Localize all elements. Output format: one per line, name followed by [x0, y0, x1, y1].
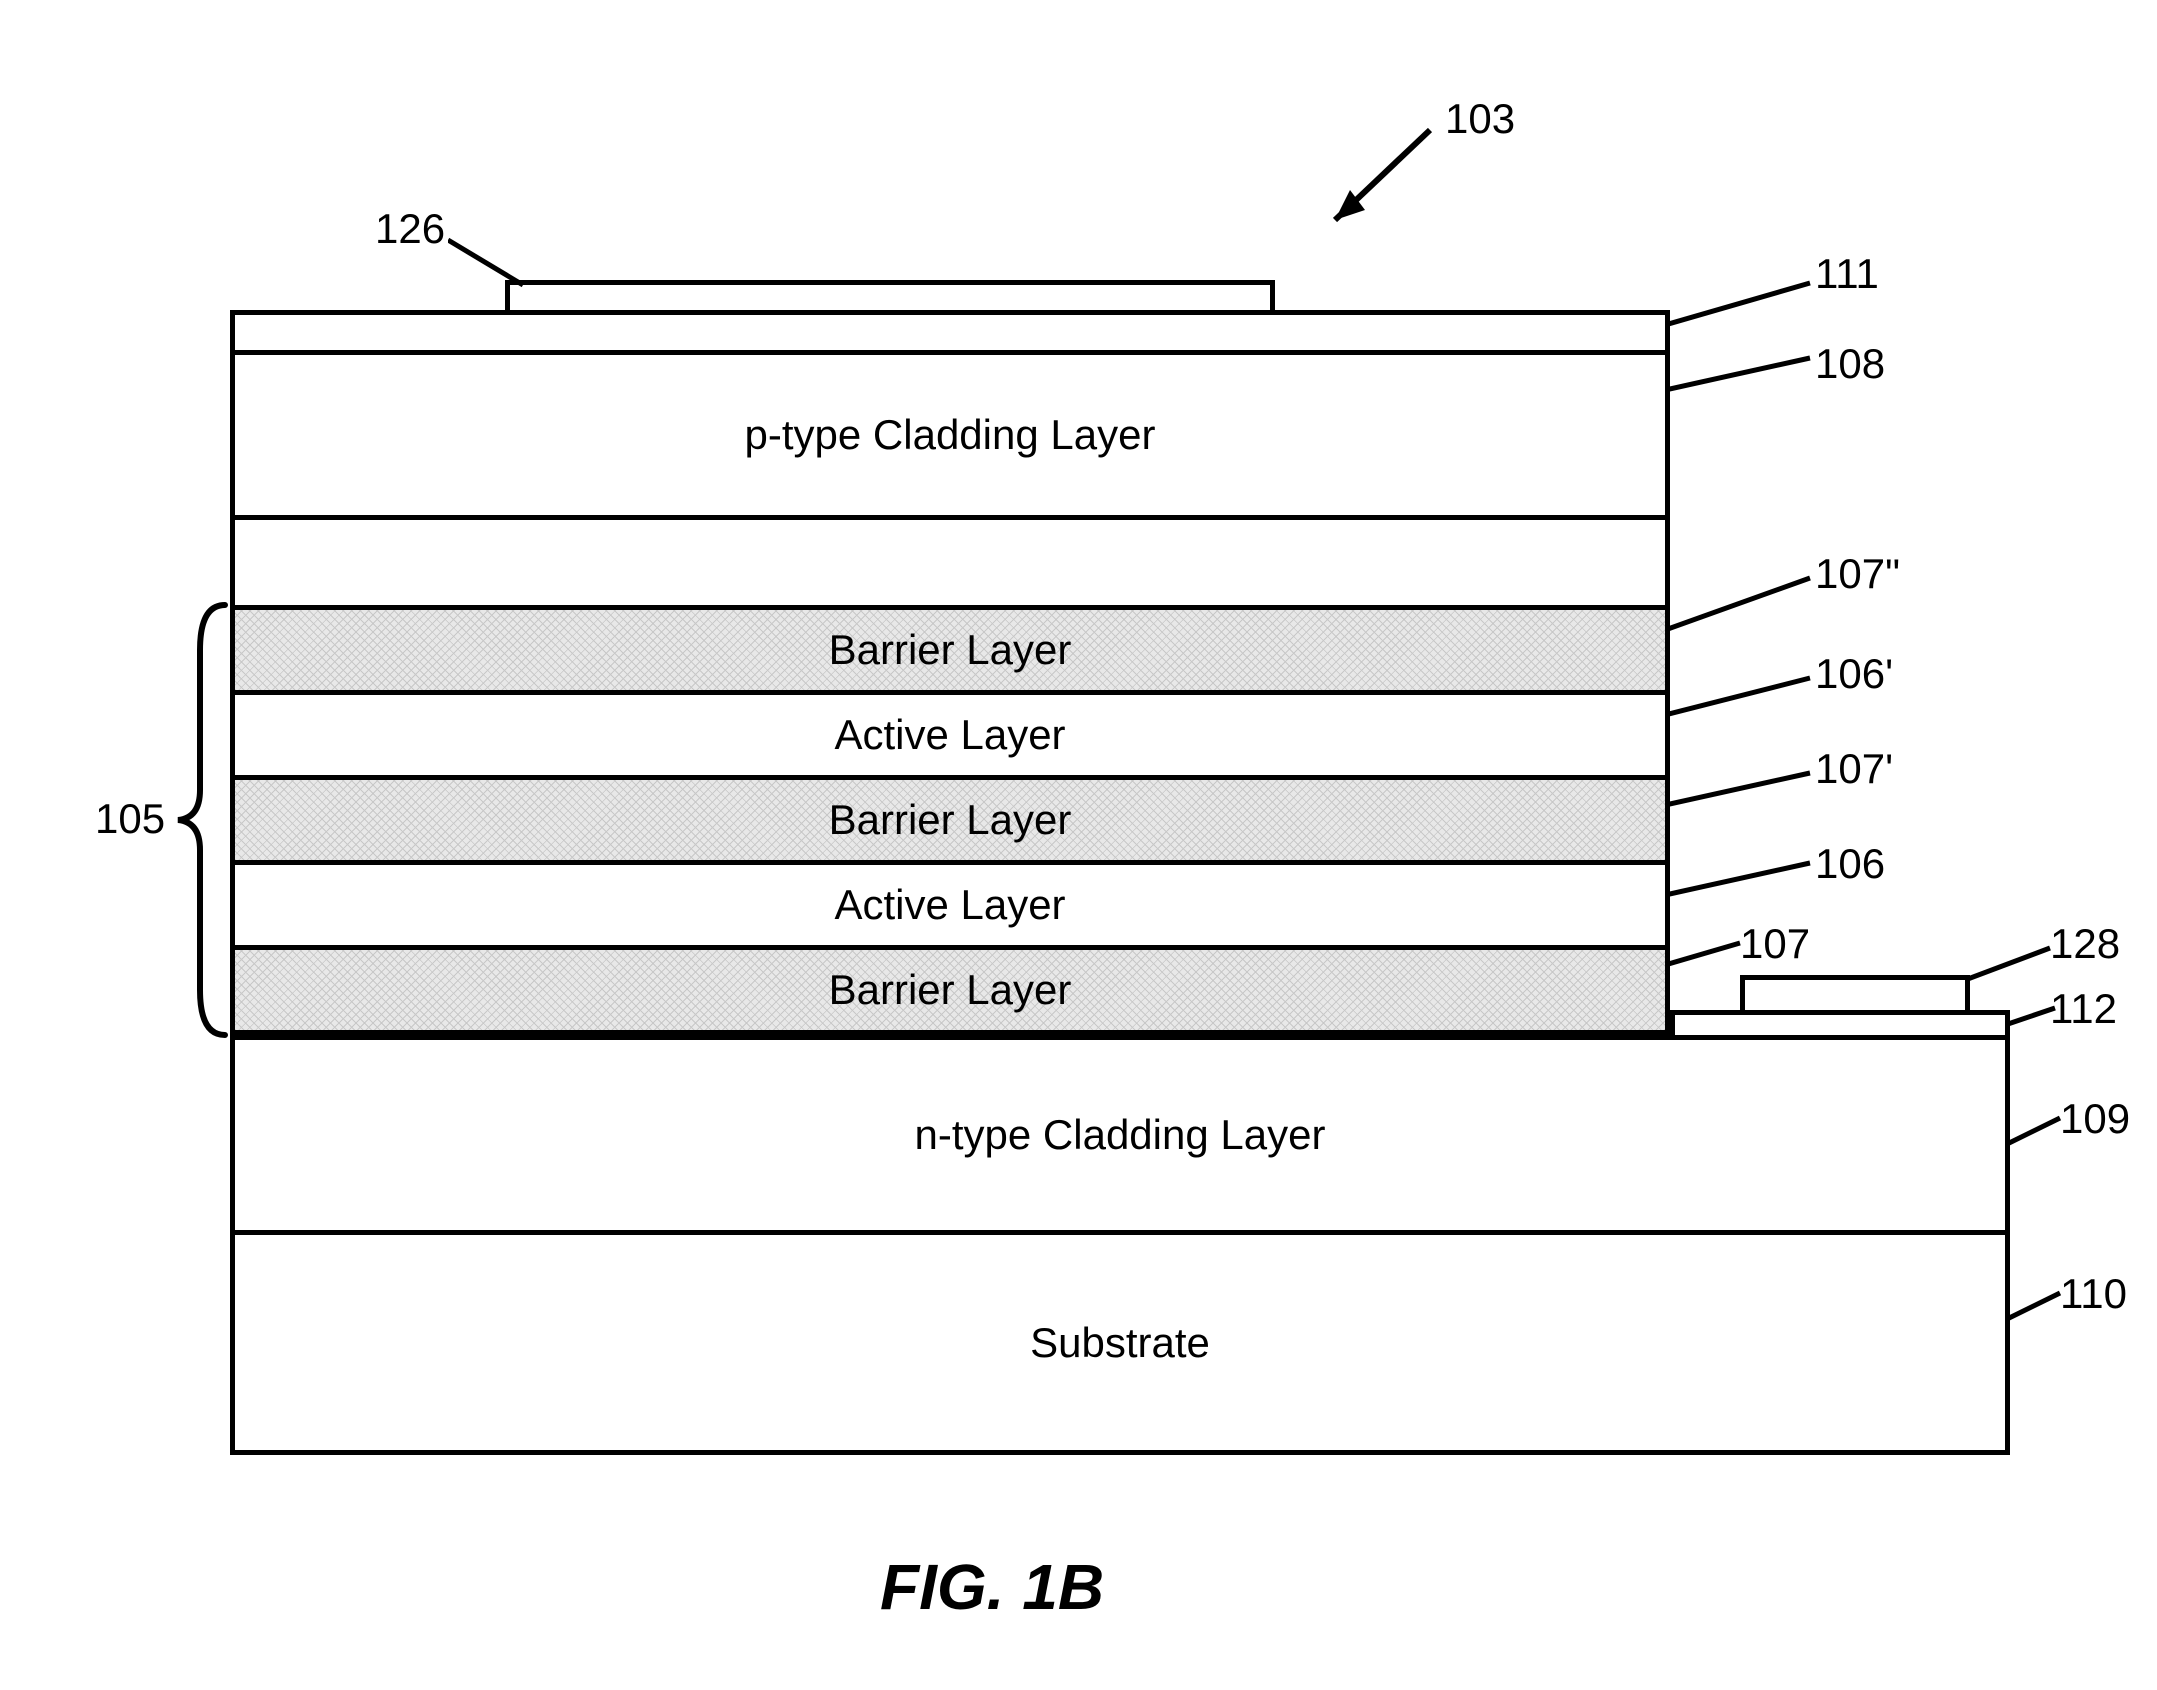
layer-substrate: Substrate	[230, 1230, 2010, 1455]
label-107: 107	[1740, 920, 1810, 968]
label-111: 111	[1815, 250, 1879, 298]
figure-caption: FIG. 1B	[880, 1550, 1104, 1624]
leader-108	[1665, 355, 1815, 395]
bracket-105	[170, 600, 230, 1040]
label-106: 106	[1815, 840, 1885, 888]
leader-109	[2005, 1115, 2065, 1150]
leader-112	[2005, 1005, 2060, 1030]
layer-active-upper-text: Active Layer	[834, 711, 1065, 759]
leader-107	[1665, 940, 1745, 970]
leader-110	[2005, 1290, 2065, 1325]
pointer-103-arrow	[1310, 120, 1440, 240]
leader-126	[448, 235, 528, 290]
layer-top-thin	[230, 310, 1670, 355]
layer-barrier-top-text: Barrier Layer	[829, 626, 1072, 674]
layer-barrier-bot: Barrier Layer	[230, 945, 1670, 1035]
gap-region	[230, 515, 1670, 610]
leader-111	[1665, 280, 1815, 330]
layer-p-cladding-text: p-type Cladding Layer	[745, 411, 1156, 459]
label-112: 112	[2050, 985, 2117, 1033]
leader-106	[1665, 860, 1815, 900]
layer-substrate-text: Substrate	[1030, 1319, 1210, 1367]
layer-barrier-mid-text: Barrier Layer	[829, 796, 1072, 844]
layer-barrier-mid: Barrier Layer	[230, 775, 1670, 865]
figure-canvas: Substrate n-type Cladding Layer Barrier …	[0, 0, 2157, 1690]
layer-barrier-top: Barrier Layer	[230, 605, 1670, 695]
layer-active-upper: Active Layer	[230, 690, 1670, 780]
leader-128	[1965, 945, 2055, 985]
layer-n-cladding: n-type Cladding Layer	[230, 1035, 2010, 1235]
label-105: 105	[95, 795, 165, 843]
label-107dd: 107"	[1815, 550, 1900, 598]
label-128: 128	[2050, 920, 2120, 968]
label-110: 110	[2060, 1270, 2127, 1318]
label-109: 109	[2060, 1095, 2130, 1143]
layer-p-cladding: p-type Cladding Layer	[230, 350, 1670, 520]
leader-107d	[1665, 770, 1815, 810]
leader-106d	[1665, 675, 1815, 720]
label-107d: 107'	[1815, 745, 1893, 793]
bottom-contact	[1740, 975, 1970, 1015]
label-106d: 106'	[1815, 650, 1893, 698]
layer-barrier-bot-text: Barrier Layer	[829, 966, 1072, 1014]
label-126: 126	[375, 205, 445, 253]
label-103: 103	[1445, 95, 1515, 143]
leader-107dd	[1665, 575, 1815, 635]
label-108: 108	[1815, 340, 1885, 388]
layer-active-lower-text: Active Layer	[834, 881, 1065, 929]
layer-n-cladding-text: n-type Cladding Layer	[915, 1111, 1326, 1159]
layer-active-lower: Active Layer	[230, 860, 1670, 950]
top-contact	[505, 280, 1275, 315]
